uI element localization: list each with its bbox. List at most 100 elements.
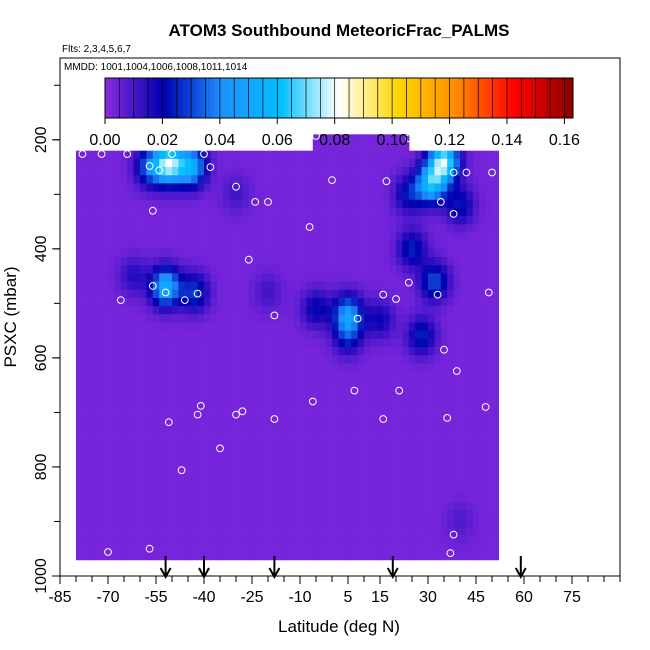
heatmap-cell: [178, 191, 186, 201]
heatmap-cell: [453, 191, 461, 201]
heatmap-cell: [460, 379, 467, 389]
heatmap-cell: [140, 265, 147, 274]
heatmap-cell: [140, 158, 147, 168]
heatmap-cell: [460, 183, 467, 193]
heatmap-cell: [216, 428, 224, 438]
heatmap-cell: [236, 526, 243, 536]
heatmap-cell: [351, 477, 359, 487]
heatmap-cell: [127, 363, 135, 373]
heatmap-cell: [88, 248, 96, 258]
heatmap-cell: [197, 322, 205, 332]
heatmap-cell: [120, 412, 128, 422]
heatmap-cell: [383, 502, 391, 512]
heatmap-cell: [485, 322, 493, 332]
heatmap-cell: [319, 404, 327, 414]
sample-point: [353, 314, 362, 323]
heatmap-cell: [223, 257, 231, 266]
heatmap-cell: [364, 297, 371, 307]
heatmap-cell: [236, 445, 243, 454]
heatmap-cell: [479, 436, 487, 446]
heatmap-cell: [88, 265, 96, 274]
heatmap-cell: [152, 502, 160, 512]
heatmap-cell: [396, 289, 403, 299]
heatmap-cell: [165, 322, 173, 332]
heatmap-cell: [127, 306, 135, 315]
heatmap-cell: [280, 330, 288, 340]
heatmap-cell: [408, 346, 416, 356]
heatmap-cell: [197, 257, 205, 266]
heatmap-cell: [140, 297, 147, 307]
heatmap-cell: [447, 199, 455, 209]
heatmap-cell: [402, 436, 410, 446]
plot-frame: [59, 57, 621, 577]
heatmap-cell: [248, 158, 256, 168]
heatmap-cell: [76, 396, 83, 405]
heatmap-cell: [216, 420, 224, 430]
heatmap-cell: [389, 232, 397, 242]
heatmap-cell: [389, 371, 397, 381]
heatmap-cell: [370, 535, 378, 544]
heatmap-cell: [312, 257, 320, 266]
heatmap-cell: [191, 379, 199, 389]
heatmap-cell: [261, 404, 269, 414]
heatmap-cell: [453, 412, 461, 422]
heatmap-cell: [172, 371, 179, 381]
sample-point: [382, 177, 391, 186]
heatmap-cell: [344, 502, 352, 512]
heatmap-cell: [133, 240, 141, 250]
heatmap-cell: [82, 420, 90, 430]
heatmap-cell: [306, 494, 314, 503]
heatmap-cell: [255, 330, 263, 340]
heatmap-cell: [472, 526, 480, 536]
heatmap-cell: [376, 387, 384, 397]
heatmap-cell: [82, 265, 90, 274]
heatmap-cell: [402, 314, 410, 324]
heatmap-cell: [210, 436, 218, 446]
heatmap-cell: [293, 518, 301, 528]
heatmap-cell: [383, 453, 391, 463]
heatmap-cell: [293, 257, 301, 266]
heatmap-cell: [351, 232, 359, 242]
heatmap-cell: [82, 183, 90, 193]
heatmap-cell: [460, 199, 467, 209]
y-axis-label: PSXC (mbar): [1, 266, 20, 367]
heatmap-cell: [216, 191, 224, 201]
heatmap-cell: [428, 265, 435, 274]
heatmap-cell: [184, 428, 192, 438]
colorbar-segment: [183, 78, 188, 118]
heatmap-cell: [184, 518, 192, 528]
sample-point: [449, 571, 458, 576]
heatmap-cell: [485, 510, 493, 520]
heatmap-cell: [95, 518, 103, 528]
heatmap-cell: [376, 371, 384, 381]
heatmap-cell: [216, 232, 224, 242]
heatmap-cell: [472, 371, 480, 381]
heatmap-cell: [402, 551, 410, 561]
heatmap-cell: [101, 436, 109, 446]
heatmap-cell: [332, 404, 339, 414]
heatmap-cell: [440, 445, 448, 454]
heatmap-cell: [434, 494, 442, 503]
heatmap-cell: [140, 363, 147, 373]
heatmap-cell: [472, 191, 480, 201]
heatmap-cell: [383, 216, 391, 225]
heatmap-cell: [223, 306, 231, 315]
heatmap-cell: [140, 510, 147, 520]
heatmap-cell: [428, 510, 435, 520]
heatmap-cell: [479, 543, 487, 553]
heatmap-cell: [248, 428, 256, 438]
heatmap-cell: [485, 420, 493, 430]
heatmap-cell: [466, 240, 474, 250]
heatmap-cell: [325, 461, 333, 471]
heatmap-cell: [204, 535, 211, 544]
heatmap-cell: [197, 248, 205, 258]
heatmap-cell: [133, 248, 141, 258]
heatmap-cell: [434, 265, 442, 274]
heatmap-cell: [357, 158, 365, 168]
heatmap-cell: [434, 535, 442, 544]
heatmap-cell: [172, 445, 179, 454]
heatmap-cell: [440, 183, 448, 193]
heatmap-cell: [280, 150, 288, 160]
heatmap-cell: [101, 167, 109, 176]
heatmap-cell: [114, 150, 122, 160]
